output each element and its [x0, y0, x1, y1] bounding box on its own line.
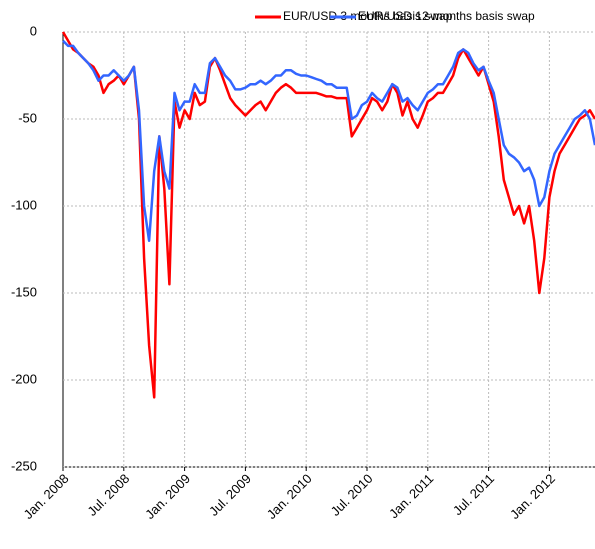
x-tick-label: Jul. 2009 — [206, 471, 254, 519]
y-tick-label: -250 — [11, 458, 37, 473]
x-tick-label: Jan. 2012 — [507, 471, 558, 522]
series-line — [61, 31, 595, 399]
x-tick-label: Jan. 2010 — [264, 471, 315, 522]
grid — [63, 31, 595, 468]
x-tick-label: Jul. 2010 — [328, 471, 376, 519]
y-tick-label: -50 — [18, 110, 37, 125]
legend-label: EUR/USD 12-months basis swap — [358, 9, 535, 23]
y-tick-label: -100 — [11, 197, 37, 212]
x-tick-label: Jul. 2011 — [450, 471, 497, 518]
x-tick-label: Jan. 2011 — [386, 471, 436, 521]
y-tick-label: -150 — [11, 284, 37, 299]
x-tick-label: Jul. 2008 — [84, 471, 132, 519]
x-tick-label: Jan. 2008 — [21, 471, 72, 522]
series-line — [62, 39, 595, 243]
y-tick-label: 0 — [30, 23, 37, 38]
x-tick-label: Jan. 2009 — [142, 471, 193, 522]
legend-label: EUR/USD 3 months basis swap — [283, 9, 453, 23]
y-tick-label: -200 — [11, 371, 37, 386]
